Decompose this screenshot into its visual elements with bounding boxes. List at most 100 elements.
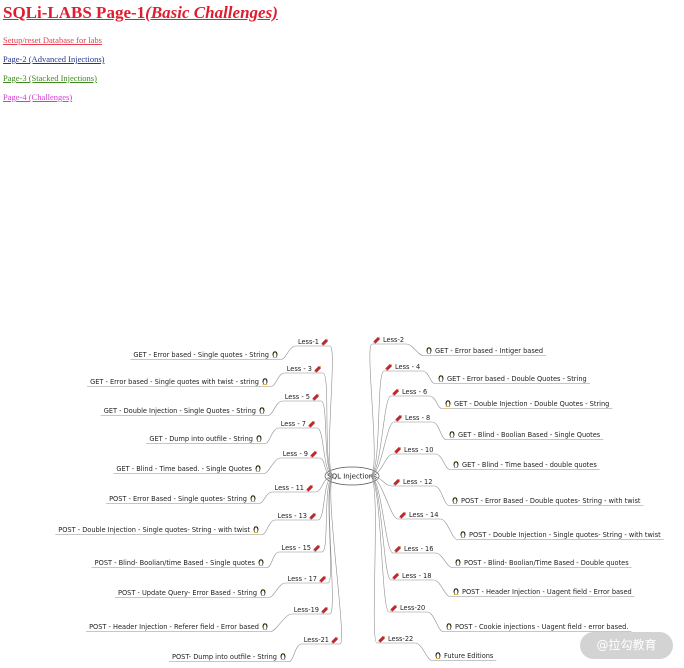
mindmap-right-node[interactable]: Less-2 GET - Error based - Intiger based: [372, 336, 547, 356]
less-label[interactable]: Less-1: [298, 338, 319, 346]
mindmap-left-node[interactable]: Less - 13 POST - Double Injection - Singl…: [55, 512, 318, 535]
pencil-icon: [392, 478, 401, 487]
pencil-icon: [305, 484, 314, 493]
less-label[interactable]: Less - 5: [285, 393, 310, 401]
pencil-icon: [384, 363, 393, 372]
page-title-main: SQLi-LABS Page-1: [3, 3, 146, 22]
mindmap-left-node[interactable]: Less - 7 GET - Dump into outfile - String: [146, 420, 317, 444]
challenge-description[interactable]: GET - Error based - Intiger based: [435, 347, 543, 355]
less-label[interactable]: Less - 12: [403, 478, 432, 486]
mindmap-left-node[interactable]: Less-21 POST- Dump into outfile - String: [168, 636, 340, 662]
mindmap-branch: [369, 453, 394, 477]
mindmap-sub-branch: [432, 421, 447, 440]
challenge-description[interactable]: POST - Error Based - Single quotes- Stri…: [109, 495, 247, 503]
less-label[interactable]: Less - 6: [402, 388, 427, 396]
mindmap-sub-branch: [267, 400, 283, 416]
penguin-icon: [253, 526, 259, 533]
less-label[interactable]: Less-20: [400, 604, 425, 612]
challenge-description[interactable]: POST - Header Injection - Uagent field -…: [462, 588, 632, 596]
pencil-icon: [389, 604, 398, 613]
center-node-shape: [324, 466, 380, 486]
setup-reset-link[interactable]: Setup/reset Database for labs: [3, 35, 102, 45]
mindmap-right-node[interactable]: Less - 8 GET - Blind - Boolian Based - Si…: [394, 414, 604, 440]
penguin-icon: [435, 652, 441, 659]
penguin-icon: [452, 497, 458, 504]
less-label[interactable]: Less-21: [304, 636, 329, 644]
mindmap-left-node[interactable]: Less - 3 GET - Error based - Single quote…: [87, 365, 323, 387]
challenge-description[interactable]: POST - Update Query- Error Based - Strin…: [118, 589, 257, 597]
mindmap-left-node[interactable]: Less - 5 GET - Double Injection - Single …: [100, 393, 321, 416]
penguin-icon: [258, 559, 264, 566]
mindmap-sub-branch: [268, 582, 286, 598]
challenge-description[interactable]: GET - Double Injection - Single Quotes -…: [104, 407, 256, 415]
mindmap-right-node[interactable]: Less - 14 POST - Double Injection - Singl…: [398, 511, 664, 540]
page-title: SQLi-LABS Page-1(Basic Challenges): [3, 3, 278, 23]
mindmap-branch: [314, 475, 335, 493]
challenge-description[interactable]: POST - Error Based - Double quotes- Stri…: [461, 497, 641, 505]
mindmap-sub-branch: [435, 552, 453, 568]
mindmap-right-node[interactable]: Less - 12 POST - Error Based - Double quo…: [392, 478, 644, 506]
challenge-description[interactable]: GET - Dump into outfile - String: [149, 435, 253, 443]
penguin-icon: [445, 400, 451, 407]
challenge-description[interactable]: POST - Header Injection - Referer field …: [89, 623, 259, 631]
less-label[interactable]: Less - 16: [404, 545, 433, 553]
mindmap-center-node: SQL Injections: [324, 466, 380, 486]
mindmap-right-node[interactable]: Less - 6 GET - Double Injection - Double …: [391, 388, 613, 409]
challenge-description[interactable]: GET - Double Injection - Double Quotes -…: [454, 400, 609, 408]
less-label[interactable]: Less - 9: [283, 450, 308, 458]
challenge-description[interactable]: POST - Cookie injections - Uagent field …: [455, 623, 628, 631]
less-label[interactable]: Less - 7: [281, 420, 306, 428]
less-label[interactable]: Less - 11: [275, 484, 304, 492]
less-label[interactable]: Less - 13: [278, 512, 307, 520]
less-label[interactable]: Less - 15: [282, 544, 311, 552]
challenge-description[interactable]: POST - Blind- Boolian/time Based - Singl…: [95, 559, 256, 567]
challenge-description[interactable]: POST - Blind- Boolian/Time Based - Doubl…: [464, 559, 629, 567]
pencil-icon: [377, 635, 386, 644]
mindmap-sub-branch: [433, 579, 451, 597]
challenge-description[interactable]: Future Editions: [444, 652, 494, 660]
challenge-description[interactable]: POST- Dump into outfile - String: [172, 653, 277, 661]
challenge-description[interactable]: GET - Error based - Double Quotes - Stri…: [447, 375, 587, 383]
challenge-description[interactable]: GET - Error based - Single quotes with t…: [90, 378, 259, 386]
pencil-icon: [372, 336, 381, 345]
mindmap-left-node[interactable]: Less-19 POST - Header Injection - Referer…: [86, 606, 330, 632]
mindmap-left-node[interactable]: Less - 11 POST - Error Based - Single quo…: [106, 484, 315, 504]
pencil-icon: [309, 450, 318, 459]
mindmap-left-node[interactable]: Less - 17 POST - Update Query- Error Base…: [115, 575, 328, 598]
less-label[interactable]: Less-2: [383, 336, 404, 344]
challenge-description[interactable]: GET - Blind - Boolian Based - Single Quo…: [458, 431, 601, 439]
mindmap-left-node[interactable]: Less - 15 POST - Blind- Boolian/time Base…: [91, 544, 322, 568]
mindmap-sub-branch: [434, 485, 450, 506]
less-label[interactable]: Less - 3: [287, 365, 312, 373]
less-label[interactable]: Less-22: [388, 635, 413, 643]
mindmap-right-node[interactable]: Less-20 POST - Cookie injections - Uagent…: [389, 604, 632, 632]
mindmap-right-node[interactable]: Less - 16 POST - Blind- Boolian/Time Base…: [393, 545, 632, 568]
mindmap-right-node[interactable]: Less - 18 POST - Header Injection - Uagen…: [391, 572, 635, 597]
mindmap-branch: [369, 475, 392, 581]
mindmap-left-node[interactable]: Less-1 GET - Error based - Single quotes …: [130, 338, 330, 360]
mindmap-sub-branch: [280, 345, 296, 360]
challenge-description[interactable]: GET - Blind - Time based - double quotes: [462, 461, 597, 469]
challenge-description[interactable]: GET - Blind - Time based. - Single Quote…: [116, 465, 252, 473]
less-label[interactable]: Less-19: [294, 606, 319, 614]
page-3-link[interactable]: Page-3 (Stacked Injections): [3, 73, 97, 83]
less-label[interactable]: Less - 14: [409, 511, 438, 519]
center-node-label: SQL Injections: [327, 472, 377, 480]
less-label[interactable]: Less - 4: [395, 363, 420, 371]
page-2-link[interactable]: Page-2 (Advanced Injections): [3, 54, 105, 64]
pencil-icon: [398, 511, 407, 520]
less-label[interactable]: Less - 8: [405, 414, 430, 422]
mindmap-right-node[interactable]: Less - 10 GET - Blind - Time based - doub…: [393, 446, 600, 470]
less-label[interactable]: Less - 18: [402, 572, 431, 580]
page-4-link[interactable]: Page-4 (Challenges): [3, 92, 73, 102]
challenge-description[interactable]: POST - Double Injection - Single quotes-…: [58, 526, 250, 534]
challenge-description[interactable]: POST - Double Injection - Single quotes-…: [469, 531, 661, 539]
mindmap-left-node[interactable]: Less - 9 GET - Blind - Time based. - Sing…: [113, 450, 319, 474]
mindmap-branch: [369, 370, 385, 477]
challenge-description[interactable]: GET - Error based - Single quotes - Stri…: [133, 351, 269, 359]
mindmap-sub-branch: [266, 551, 280, 568]
mindmap-right-node[interactable]: Less-22 Future Editions: [377, 635, 497, 661]
less-label[interactable]: Less - 17: [288, 575, 317, 583]
mindmap-right-node[interactable]: Less - 4 GET - Error based - Double Quote…: [384, 363, 590, 384]
less-label[interactable]: Less - 10: [404, 446, 433, 454]
